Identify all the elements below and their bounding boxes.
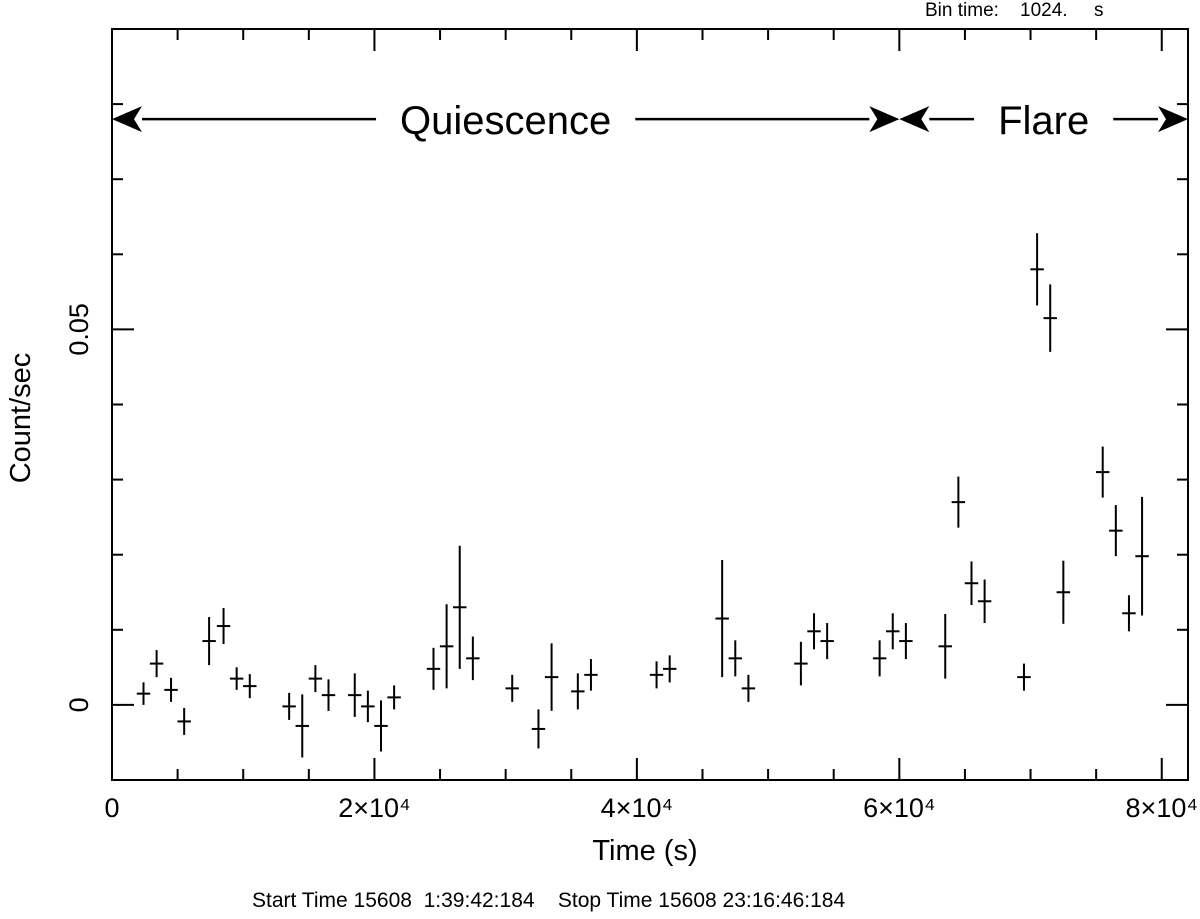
data-point: [886, 613, 900, 650]
annotation-1: Flare: [899, 99, 1188, 143]
data-point: [1135, 496, 1149, 616]
data-point: [1043, 284, 1057, 352]
data-point: [794, 641, 808, 686]
data-point: [807, 613, 821, 650]
bin-time-readout: Bin time: 1024. s: [925, 0, 1104, 22]
data-point: [1095, 446, 1110, 498]
x-tick-label: 0: [104, 793, 119, 823]
data-point: [820, 623, 834, 660]
y-tick-label: 0.05: [64, 303, 94, 356]
data-point: [977, 579, 992, 624]
data-point: [531, 709, 546, 749]
data-point: [177, 707, 191, 735]
time-range-footer: Start Time 15608 1:39:42:184 Stop Time 1…: [252, 889, 845, 913]
data-point: [1056, 560, 1071, 624]
data-point: [361, 690, 375, 723]
data-point: [466, 636, 480, 681]
data-point: [216, 608, 231, 645]
data-point: [282, 692, 296, 720]
data-point: [295, 694, 309, 758]
annotation-label: Flare: [998, 99, 1089, 143]
annotation-label: Quiescence: [400, 99, 611, 143]
data-point: [505, 674, 519, 702]
x-tick-label: 2×10⁴: [338, 793, 410, 823]
data-point: [964, 561, 979, 606]
data-point: [1017, 663, 1031, 691]
data-point: [164, 677, 178, 702]
data-point: [938, 614, 952, 679]
data-point: [872, 640, 887, 677]
stop-time-value: 15608 23:16:46:184: [658, 889, 846, 912]
data-point: [229, 667, 244, 690]
data-point: [149, 650, 164, 678]
data-point: [728, 640, 743, 677]
stop-time-label: Stop Time: [557, 889, 653, 912]
data-point: [1122, 595, 1136, 632]
data-point: [308, 665, 323, 693]
x-tick-label: 8×10⁴: [1126, 793, 1198, 823]
y-tick-label: 0: [64, 697, 94, 712]
light-curve-plot: 0 2×10⁴ 4×10⁴ 6×10⁴ 8×10⁴ 00.05 Quiescence Fl…: [5, 28, 1198, 867]
data-point: [243, 674, 257, 699]
data-point: [715, 559, 729, 678]
data-point: [662, 655, 677, 683]
start-time-value: 15608 1:39:42:184: [353, 889, 535, 912]
start-time-label: Start Time: [252, 889, 348, 912]
x-tick-label: 6×10⁴: [863, 793, 935, 823]
data-point: [202, 617, 216, 666]
data-point: [649, 661, 664, 689]
y-axis-ticks: 00.05: [64, 103, 1188, 712]
data-point: [1109, 505, 1123, 557]
data-point: [741, 674, 756, 702]
bin-time-value: 1024.: [1020, 0, 1068, 21]
data-point: [387, 685, 401, 710]
annotation-arrowhead-right: [869, 106, 900, 133]
bin-time-label: Bin time:: [925, 0, 999, 21]
x-axis-label: Time (s): [592, 835, 697, 867]
data-point: [544, 643, 559, 711]
x-axis-ticks: 0 2×10⁴ 4×10⁴ 6×10⁴ 8×10⁴: [104, 29, 1198, 823]
data-points: [136, 233, 1149, 758]
x-tick-label: 4×10⁴: [601, 793, 673, 823]
annotations: Quiescence Flare: [112, 99, 1188, 143]
annotation-0: Quiescence: [112, 99, 900, 143]
data-point: [321, 679, 336, 711]
data-point: [374, 700, 388, 752]
data-point: [453, 545, 467, 669]
data-point: [439, 604, 454, 689]
data-point: [571, 673, 585, 710]
data-point: [899, 623, 913, 660]
data-point: [951, 476, 966, 528]
annotation-arrowhead-left: [899, 106, 930, 133]
bin-time-unit: s: [1094, 0, 1104, 21]
y-axis-label: Count/sec: [5, 353, 37, 484]
data-point: [584, 659, 598, 691]
data-point: [136, 682, 151, 705]
data-point: [348, 673, 362, 717]
annotation-arrowhead-right: [1158, 106, 1188, 133]
data-point: [1030, 233, 1044, 306]
data-point: [426, 647, 441, 690]
annotation-arrowhead-left: [112, 106, 142, 133]
